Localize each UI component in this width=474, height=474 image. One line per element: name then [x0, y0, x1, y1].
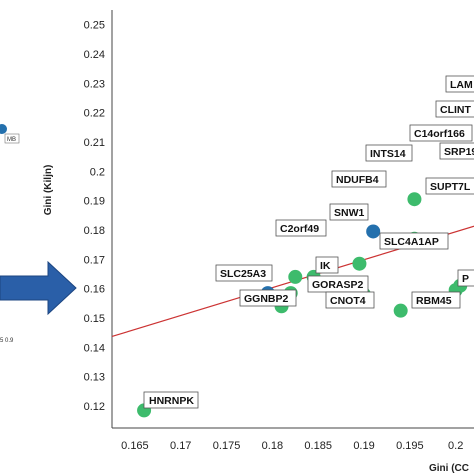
x-tick-label: 0.165	[121, 440, 149, 452]
x-tick-labels: 0.165 0.17 0.175 0.18 0.185 0.19 0.195 0.2	[121, 440, 463, 452]
svg-text:C2orf49: C2orf49	[280, 223, 319, 235]
label-ggnbp2: GGNBP2	[239, 289, 297, 307]
svg-text:SRP19: SRP19	[444, 146, 474, 158]
label-c2orf49: C2orf49	[275, 219, 327, 237]
svg-text:GORASP2: GORASP2	[312, 279, 364, 291]
inset-point	[0, 124, 7, 134]
x-axis-title: Gini (CC	[429, 463, 469, 474]
data-point	[407, 192, 422, 207]
label-cnot4: CNOT4	[325, 291, 375, 309]
svg-text:C14orf166: C14orf166	[414, 128, 465, 140]
y-tick-label: 0.21	[84, 137, 105, 149]
y-tick-label: 0.17	[84, 254, 105, 266]
svg-text:SLC4A1AP: SLC4A1AP	[384, 236, 439, 248]
svg-text:GGNBP2: GGNBP2	[244, 293, 289, 305]
arrow	[0, 260, 77, 316]
label-rbm45: RBM45	[411, 291, 461, 309]
y-tick-label: 0.16	[84, 284, 105, 296]
point-labels: HNRNPK SLC25A3 GGNBP2 IK C2orf49 SNW1 GO…	[143, 75, 474, 409]
y-tick-labels: 0.12 0.13 0.14 0.15 0.16 0.17 0.18 0.19 0.2 0.21 0…	[84, 20, 105, 413]
axes	[111, 10, 474, 429]
x-tick-label: 0.17	[170, 440, 191, 452]
y-tick-label: 0.15	[84, 313, 105, 325]
y-tick-label: 0.2	[90, 166, 105, 178]
svg-text:SLC25A3: SLC25A3	[220, 268, 266, 280]
svg-text:NDUFB4: NDUFB4	[336, 174, 379, 186]
svg-text:SNW1: SNW1	[334, 207, 364, 219]
svg-text:HNRNPK: HNRNPK	[149, 395, 194, 407]
inset-axis-text: 5 0.9	[0, 338, 14, 344]
x-tick-label: 0.2	[448, 440, 463, 452]
label-lam: LAM	[445, 75, 474, 93]
label-srp19: SRP19	[439, 142, 474, 160]
y-tick-label: 0.22	[84, 108, 105, 120]
y-tick-label: 0.19	[84, 196, 105, 208]
x-tick-label: 0.195	[396, 440, 424, 452]
svg-text:INTS14: INTS14	[370, 148, 406, 160]
label-ndufb4: NDUFB4	[331, 170, 387, 188]
svg-text:RBM45: RBM45	[416, 295, 452, 307]
svg-text:LAM: LAM	[450, 79, 473, 91]
label-ik: IK	[315, 256, 339, 274]
y-tick-label: 0.23	[84, 78, 105, 90]
data-point	[288, 269, 303, 284]
svg-text:P: P	[462, 273, 469, 285]
label-slc4a1ap: SLC4A1AP	[379, 232, 449, 250]
y-tick-label: 0.12	[84, 401, 105, 413]
inset-label-box	[4, 133, 20, 144]
label-gorasp2: GORASP2	[307, 275, 369, 293]
y-axis-title: Gini (Kiljn)	[43, 165, 54, 216]
svg-text:CLINT: CLINT	[440, 104, 471, 116]
svg-text:SUPT7L: SUPT7L	[430, 181, 471, 193]
data-point	[352, 256, 367, 271]
data-point	[366, 224, 381, 239]
x-tick-label: 0.175	[213, 440, 241, 452]
label-hnrnpk: HNRNPK	[143, 391, 199, 409]
y-tick-label: 0.24	[84, 49, 105, 61]
data-point	[393, 303, 408, 318]
label-slc25a3: SLC25A3	[215, 264, 273, 282]
inset-label: MB	[7, 137, 16, 143]
y-tick-label: 0.18	[84, 225, 105, 237]
x-tick-label: 0.185	[304, 440, 332, 452]
svg-text:CNOT4: CNOT4	[330, 295, 366, 307]
label-snw1: SNW1	[329, 203, 369, 221]
inset-fragment: MB 5 0.9	[0, 124, 77, 344]
y-tick-label: 0.14	[84, 342, 105, 354]
y-tick-label: 0.13	[84, 372, 105, 384]
label-clint: CLINT	[435, 100, 474, 118]
y-tick-label: 0.25	[84, 20, 105, 32]
label-supt7l: SUPT7L	[425, 177, 474, 195]
label-p: P	[457, 269, 474, 287]
label-c14orf166: C14orf166	[409, 124, 473, 142]
x-tick-label: 0.18	[262, 440, 283, 452]
label-ints14: INTS14	[365, 144, 413, 162]
x-tick-label: 0.19	[353, 440, 374, 452]
svg-text:IK: IK	[320, 260, 331, 272]
